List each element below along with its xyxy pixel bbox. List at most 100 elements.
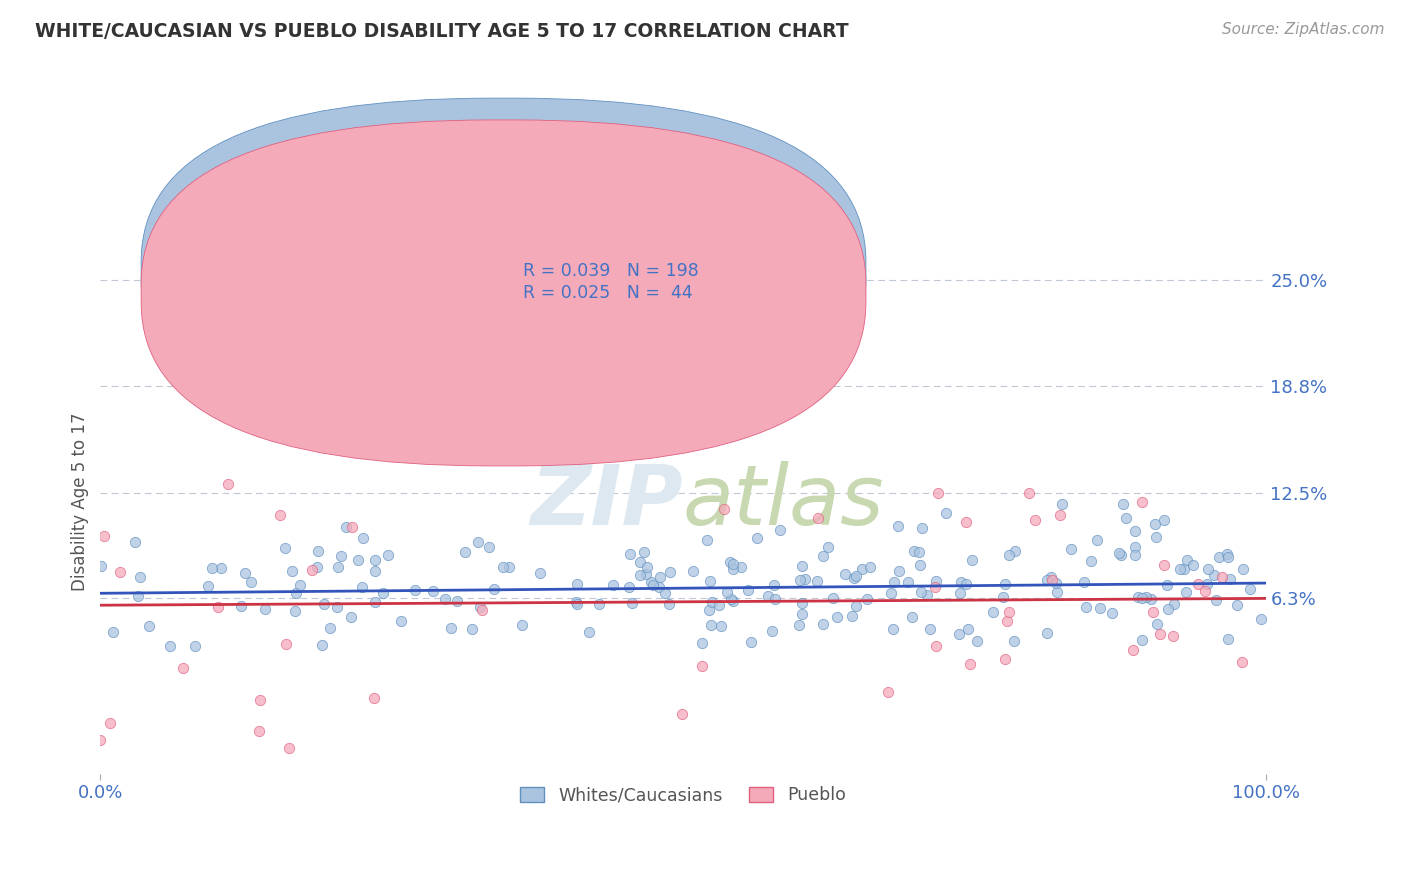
Y-axis label: Disability Age 5 to 17: Disability Age 5 to 17 [72, 412, 89, 591]
Point [792, 596, 814, 610]
Point [700, 618, 723, 632]
Point [924, 580, 946, 594]
Point [991, 590, 1014, 604]
Point [326, 599, 349, 614]
Point [1126, 590, 1149, 604]
Point [1157, 602, 1180, 616]
Point [339, 610, 361, 624]
Point [1182, 558, 1205, 572]
Point [1173, 562, 1195, 576]
Point [636, 566, 658, 581]
Point [567, 597, 589, 611]
Point [377, 548, 399, 562]
Point [1149, 627, 1171, 641]
Point [1125, 524, 1147, 539]
Point [90, 559, 112, 574]
Point [498, 560, 520, 574]
Legend: Whites/Caucasians, Pueblo: Whites/Caucasians, Pueblo [513, 780, 853, 812]
Point [637, 559, 659, 574]
Point [718, 554, 741, 568]
Point [682, 564, 704, 578]
Point [856, 592, 879, 607]
Point [1132, 591, 1154, 606]
Point [721, 594, 744, 608]
FancyBboxPatch shape [141, 120, 866, 466]
Point [1250, 612, 1272, 626]
Point [1132, 632, 1154, 647]
Point [707, 599, 730, 613]
Point [217, 477, 239, 491]
Point [659, 565, 682, 579]
Point [787, 617, 810, 632]
Point [283, 604, 305, 618]
Point [1197, 577, 1219, 591]
Point [811, 616, 834, 631]
Point [959, 657, 981, 672]
Point [440, 620, 463, 634]
Point [1111, 549, 1133, 563]
Text: ZIP: ZIP [530, 461, 683, 541]
Point [897, 575, 920, 590]
Point [422, 583, 444, 598]
FancyBboxPatch shape [474, 248, 793, 310]
Point [578, 624, 600, 639]
Point [446, 594, 468, 608]
Point [468, 599, 491, 614]
Point [723, 562, 745, 576]
Point [887, 518, 910, 533]
Point [1039, 570, 1062, 584]
Point [1239, 582, 1261, 596]
Point [209, 560, 232, 574]
Point [1080, 554, 1102, 568]
Point [643, 578, 665, 592]
Point [918, 622, 941, 636]
Point [100, 715, 122, 730]
Point [1018, 485, 1040, 500]
Point [1153, 558, 1175, 572]
Point [998, 549, 1021, 563]
Point [845, 599, 868, 613]
Point [326, 560, 349, 574]
Point [720, 592, 742, 607]
Point [845, 569, 868, 583]
Point [1215, 547, 1237, 561]
Point [1144, 530, 1167, 544]
Point [935, 506, 957, 520]
Point [269, 508, 291, 522]
Point [1049, 508, 1071, 523]
Point [352, 532, 374, 546]
Point [628, 555, 651, 569]
Point [253, 601, 276, 615]
Point [821, 591, 844, 605]
Point [1040, 574, 1063, 588]
Point [249, 693, 271, 707]
Point [790, 558, 813, 573]
Point [834, 566, 856, 581]
Point [1153, 513, 1175, 527]
Point [1175, 553, 1198, 567]
Point [859, 560, 882, 574]
Point [842, 571, 865, 585]
Point [762, 578, 785, 592]
Point [471, 603, 494, 617]
Point [274, 541, 297, 555]
Point [1112, 497, 1135, 511]
Point [1088, 601, 1111, 615]
Point [658, 597, 681, 611]
Point [806, 574, 828, 588]
Point [879, 586, 901, 600]
Point [730, 559, 752, 574]
Point [690, 635, 713, 649]
Point [478, 540, 501, 554]
Point [492, 560, 515, 574]
Point [281, 564, 304, 578]
Point [201, 560, 224, 574]
Point [1121, 642, 1143, 657]
Point [955, 576, 977, 591]
Point [948, 585, 970, 599]
Point [311, 638, 333, 652]
Point [1024, 513, 1046, 527]
Point [955, 516, 977, 530]
Point [790, 607, 813, 622]
Point [1101, 607, 1123, 621]
